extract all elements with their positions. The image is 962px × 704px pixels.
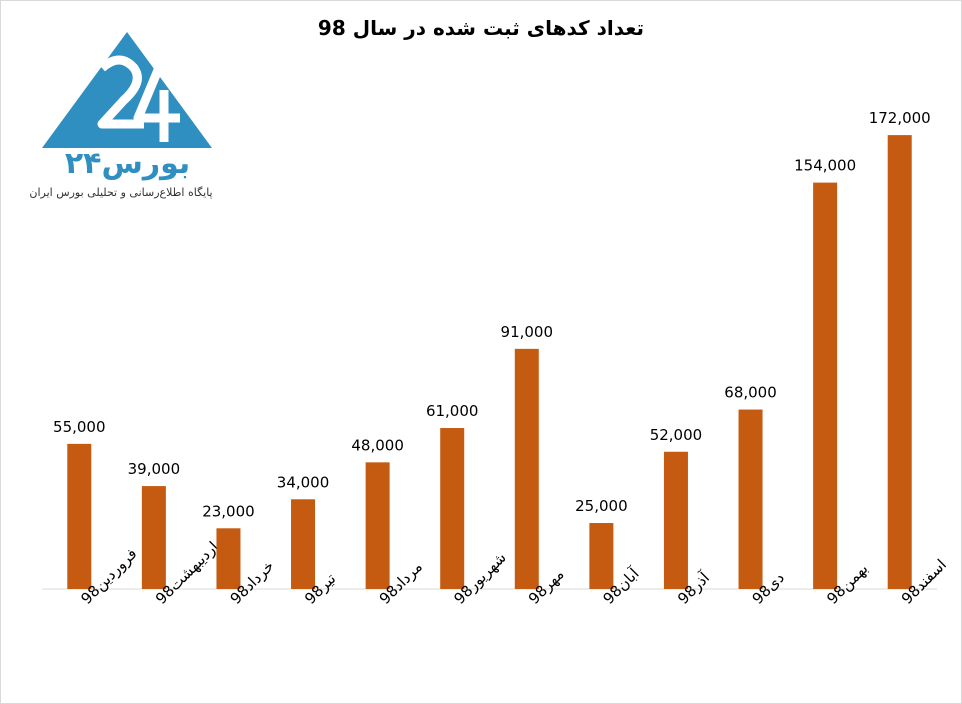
bar: [589, 523, 614, 589]
bar: [887, 135, 912, 589]
bar-value-label: 48,000: [351, 436, 404, 454]
logo-name: بورس۲۴: [64, 146, 191, 181]
logo-triangle-icon: [42, 32, 212, 148]
bar-value-label: 23,000: [202, 502, 255, 520]
bar-value-label: 172,000: [869, 109, 931, 127]
bar-value-label: 39,000: [128, 460, 181, 478]
bar: [365, 462, 390, 589]
bar: [514, 348, 539, 589]
bar: [141, 486, 166, 589]
bar-value-label: 91,000: [501, 323, 554, 341]
bar: [663, 451, 688, 589]
bar: [440, 428, 465, 589]
bar: [738, 409, 763, 589]
bar: [291, 499, 316, 589]
bar-value-label: 52,000: [650, 426, 703, 444]
bar-value-label: 34,000: [277, 473, 330, 491]
bar-value-label: 55,000: [53, 418, 106, 436]
logo-tagline: پایگاه اطلاع‌رسانی و تحلیلی بورس ایران: [29, 186, 213, 199]
bar-value-label: 154,000: [794, 157, 856, 175]
chart-title: تعداد کدهای ثبت شده در سال 98: [317, 16, 645, 40]
bar: [216, 528, 241, 589]
bar-value-label: 68,000: [724, 384, 777, 402]
bar-value-label: 25,000: [575, 497, 628, 515]
bar: [67, 443, 92, 589]
bar: [813, 182, 838, 589]
logo: بورس۲۴ پایگاه اطلاع‌رسانی و تحلیلی بورس …: [10, 30, 240, 210]
bar-value-label: 61,000: [426, 402, 479, 420]
